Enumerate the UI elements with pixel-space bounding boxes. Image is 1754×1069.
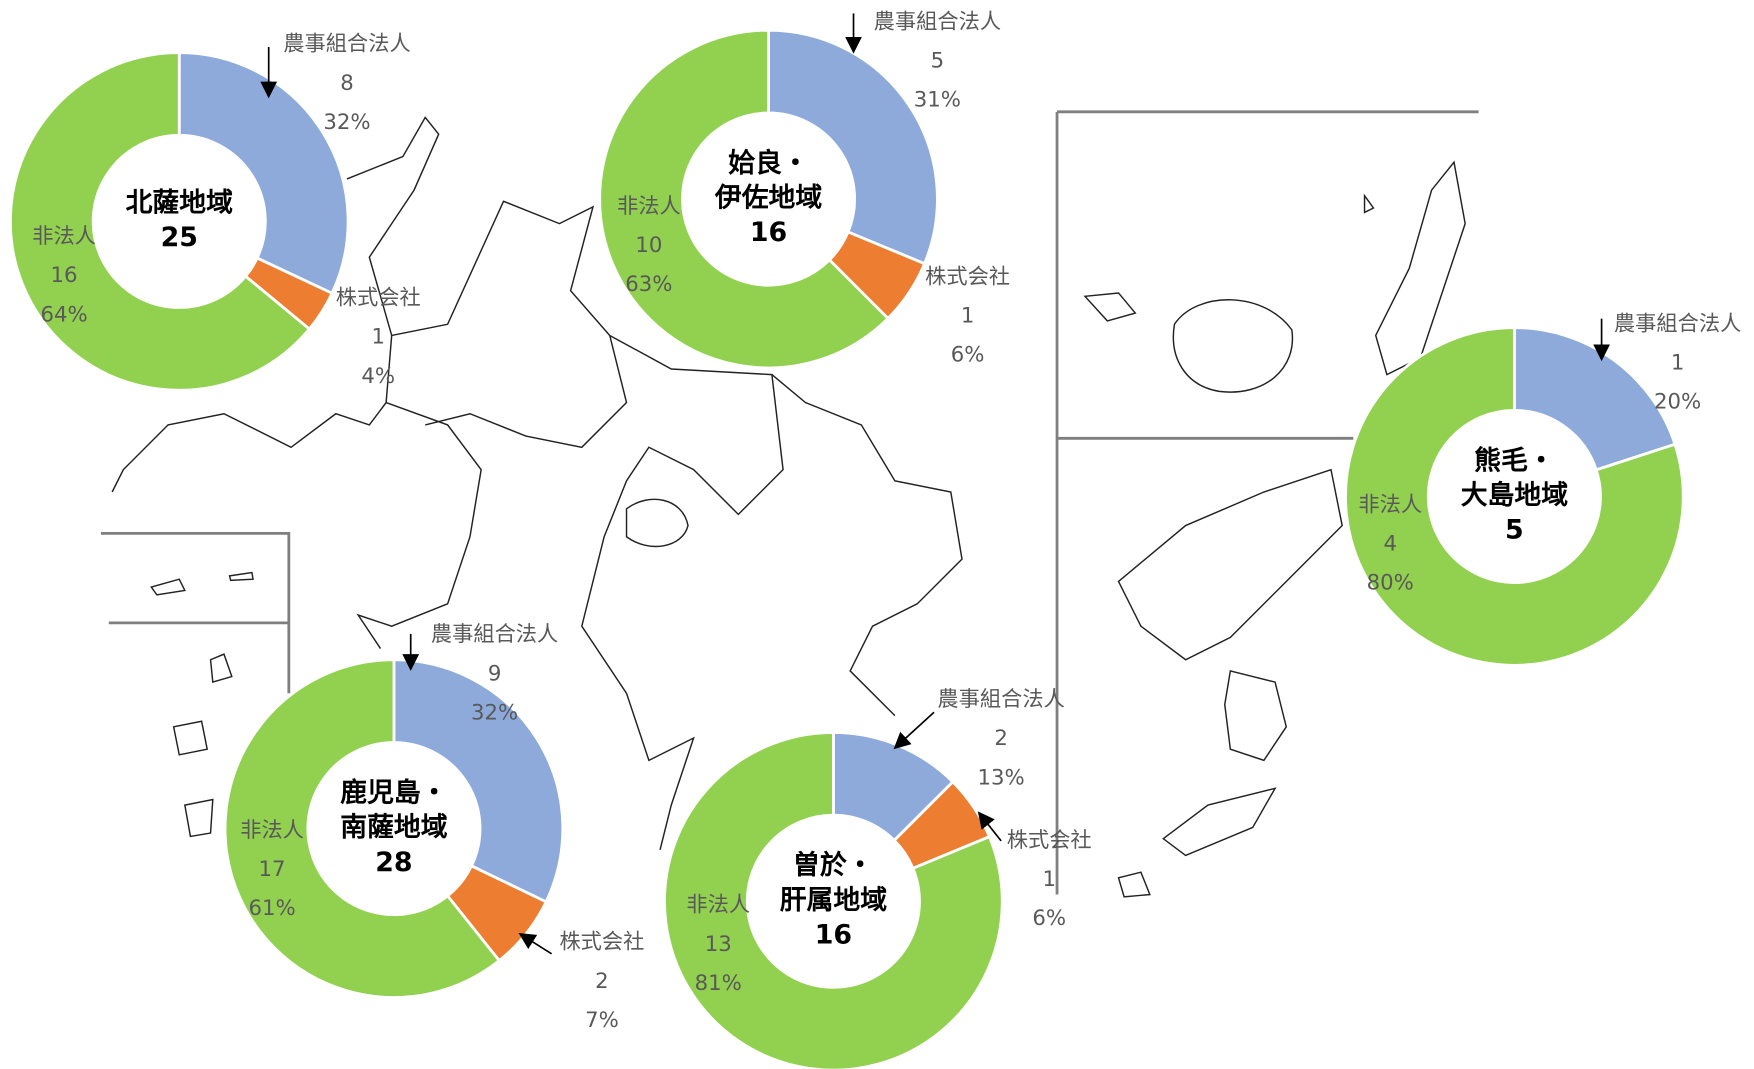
donut-segment (177, 51, 350, 296)
donut-segment (663, 731, 1004, 1069)
percent-label: 32% (471, 700, 518, 725)
center-total: 25 (161, 222, 198, 253)
center-title: 肝属地域 (780, 885, 887, 916)
category-label: 農事組合法人 (874, 9, 1001, 34)
donut-segment (9, 51, 312, 392)
value-label: 9 (488, 661, 502, 686)
donut-segment (392, 658, 565, 904)
percent-label: 4% (361, 364, 395, 389)
category-label: 株式会社 (925, 264, 1010, 289)
value-label: 17 (259, 857, 286, 882)
value-label: 1 (961, 303, 975, 328)
center-total: 16 (815, 919, 852, 950)
percent-label: 6% (1032, 906, 1066, 931)
center-title: 南薩地域 (340, 812, 447, 843)
center-title: 熊毛・ (1474, 444, 1554, 476)
donut-segment (1344, 326, 1685, 667)
category-label: 非法人 (617, 194, 681, 219)
percent-label: 81% (695, 971, 742, 996)
value-label: 10 (635, 233, 662, 258)
value-label: 1 (372, 325, 386, 350)
category-label: 農事組合法人 (937, 687, 1064, 712)
percent-label: 63% (625, 272, 672, 297)
value-label: 4 (1383, 532, 1397, 557)
category-label: 株式会社 (336, 286, 421, 311)
percent-label: 61% (248, 896, 295, 921)
percent-label: 13% (978, 765, 1025, 790)
category-label: 非法人 (686, 893, 750, 918)
center-title: 鹿児島・ (340, 776, 447, 808)
percent-label: 80% (1367, 571, 1414, 596)
center-title: 伊佐地域 (714, 183, 822, 214)
percent-label: 31% (914, 88, 961, 113)
category-label: 非法人 (1358, 492, 1422, 517)
center-title: 大島地域 (1461, 480, 1568, 511)
leader-arrow (518, 933, 553, 955)
leader-arrow (893, 711, 935, 750)
value-label: 16 (51, 263, 78, 288)
donut-segment (767, 28, 939, 266)
center-total: 28 (375, 847, 412, 878)
category-label: 農事組合法人 (1614, 311, 1741, 336)
category-label: 農事組合法人 (283, 32, 410, 57)
center-title: 北薩地域 (126, 188, 233, 219)
value-label: 5 (931, 49, 945, 74)
category-label: 非法人 (240, 818, 304, 843)
percent-label: 6% (951, 343, 985, 368)
donut-segment (1512, 326, 1677, 472)
donut-segment (598, 28, 890, 370)
center-total: 16 (750, 217, 787, 248)
center-total: 5 (1505, 515, 1524, 546)
percent-label: 7% (585, 1008, 619, 1033)
donut-segment (223, 658, 502, 999)
percent-label: 64% (40, 302, 87, 327)
percent-label: 20% (1654, 390, 1701, 415)
category-label: 株式会社 (1007, 828, 1092, 853)
center-title: 姶良・ (728, 147, 808, 179)
value-label: 13 (705, 932, 732, 957)
category-label: 農事組合法人 (431, 622, 558, 647)
value-label: 2 (595, 969, 609, 994)
category-label: 非法人 (32, 224, 96, 249)
leader-arrow (977, 811, 1002, 842)
percent-label: 32% (323, 110, 370, 135)
value-label: 1 (1042, 867, 1056, 892)
map-outline (100, 110, 1479, 898)
value-label: 8 (340, 71, 354, 96)
value-label: 2 (994, 726, 1008, 751)
category-label: 株式会社 (559, 930, 644, 955)
center-title: 曽於・ (793, 849, 873, 881)
value-label: 1 (1671, 350, 1685, 375)
